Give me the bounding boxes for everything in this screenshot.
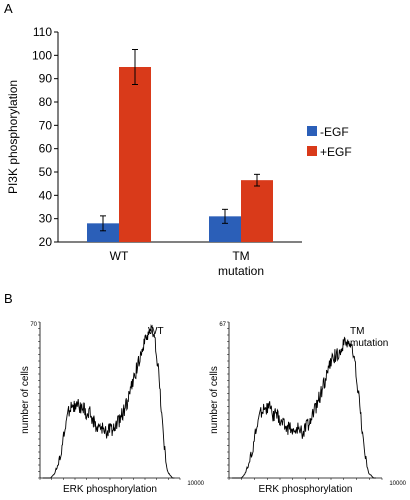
y-tick-label: 100 — [32, 48, 52, 62]
y-tick-label: 20 — [39, 235, 53, 249]
legend-swatch — [307, 146, 317, 156]
y-tick-label: 40 — [39, 188, 53, 202]
y-axis-title: number of cells — [209, 366, 220, 434]
histogram-line — [232, 336, 376, 479]
y-axis-title: PI3K phosphorylation — [6, 80, 20, 194]
y-max-label: 67 — [219, 322, 226, 328]
y-tick-label: 70 — [39, 118, 53, 132]
y-max-label: 70 — [30, 322, 37, 328]
y-tick-label: 50 — [39, 165, 53, 179]
y-tick-label: 90 — [39, 72, 53, 86]
legend-label: -EGF — [320, 125, 349, 139]
legend-label: +EGF — [320, 145, 352, 159]
y-tick-label: 110 — [33, 25, 52, 39]
x-axis-title: ERK phosphorylation — [63, 484, 157, 495]
legend-swatch — [307, 126, 317, 136]
x-max-label: 10000 — [187, 481, 204, 487]
x-axis-title: ERK phosphorylation — [259, 484, 353, 495]
bar-chart: 20 30 40 50 60 70 80 90 100 110 PI3K phosphorylati… — [6, 25, 352, 278]
y-axis-title: number of cells — [20, 366, 31, 434]
y-tick-label: 60 — [39, 142, 53, 156]
bar — [241, 180, 273, 242]
x-max-label: 10000 — [389, 481, 406, 487]
panel-b-letter: B — [4, 291, 13, 306]
category-label: TM mutation — [218, 249, 264, 278]
annotation: TM mutation — [350, 326, 388, 349]
y-tick-label: 30 — [39, 212, 53, 226]
category-label: WT — [110, 249, 129, 263]
bar — [87, 223, 119, 242]
y-tick-label: 80 — [39, 95, 53, 109]
annotation: WT — [148, 326, 164, 337]
histogram-line — [42, 323, 175, 479]
histogram-tm: 67 10000 number of cells ERK phosphorylatio… — [209, 321, 407, 495]
bar — [119, 67, 151, 242]
histogram-wt: 70 10000 number of cells ERK phosphorylatio… — [20, 321, 205, 495]
panel-a-letter: A — [4, 1, 13, 16]
